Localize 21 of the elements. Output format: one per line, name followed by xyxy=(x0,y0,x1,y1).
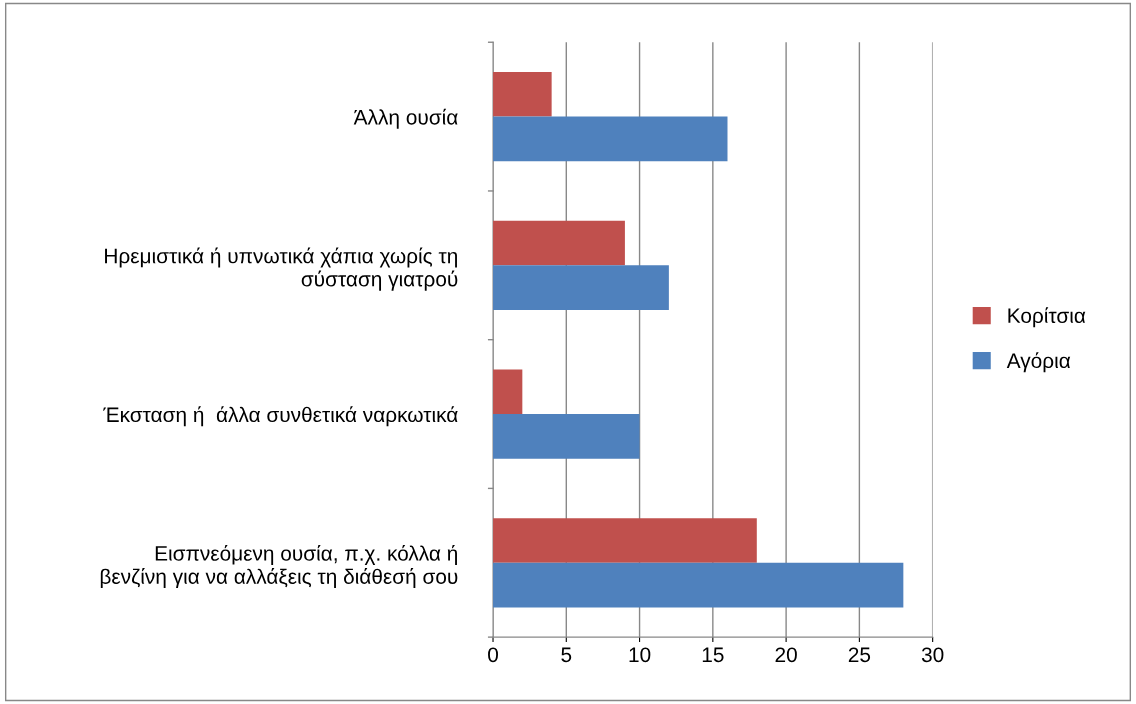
x-tick-label: 10 xyxy=(629,647,651,663)
x-tick-label: 5 xyxy=(561,647,572,663)
bar xyxy=(493,414,640,459)
x-tick-label: 30 xyxy=(921,647,944,663)
bar xyxy=(493,518,757,563)
legend-label: Κορίτσια xyxy=(1008,307,1086,328)
bar xyxy=(493,369,523,415)
bar xyxy=(493,116,728,162)
y-tick-label: Άλλη ουσία xyxy=(353,108,458,129)
legend-label: Αγόρια xyxy=(1006,352,1071,373)
y-tick-label: Έκσταση ή άλλα συνθετικά ναρκωτικά xyxy=(103,406,458,427)
bar xyxy=(493,265,669,310)
x-tick-label: 15 xyxy=(702,647,724,663)
x-tick-label: 0 xyxy=(488,647,498,663)
bar xyxy=(493,562,904,608)
bar xyxy=(493,71,552,117)
x-tick-label: 25 xyxy=(848,647,871,663)
y-tick-label: Ηρεμιστικά ή υπνωτικά χάπια χωρίς τη σύσταση γιατρού xyxy=(105,247,458,291)
y-tick-label: Εισπνεόμενη ουσία, π.χ. κόλλα ή βενζίνη για να αλλάξεις τη διάθεσή σου xyxy=(100,544,458,589)
bar xyxy=(493,220,625,266)
x-tick-label: 20 xyxy=(775,647,797,663)
